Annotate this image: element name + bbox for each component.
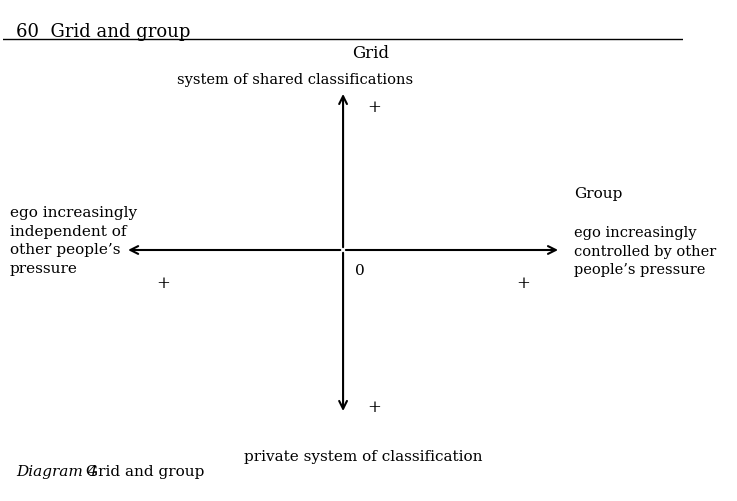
- Text: system of shared classifications: system of shared classifications: [178, 73, 413, 87]
- Text: 0: 0: [355, 264, 365, 278]
- Text: Group: Group: [574, 187, 623, 201]
- Text: private system of classification: private system of classification: [244, 449, 483, 462]
- Text: Grid and group: Grid and group: [81, 464, 204, 478]
- Text: 60  Grid and group: 60 Grid and group: [16, 23, 191, 41]
- Text: +: +: [367, 98, 380, 115]
- Text: Grid: Grid: [352, 45, 389, 62]
- Text: ego increasingly
controlled by other
people’s pressure: ego increasingly controlled by other peo…: [574, 226, 716, 277]
- Text: +: +: [367, 398, 380, 415]
- Text: +: +: [517, 274, 531, 291]
- Text: +: +: [156, 274, 170, 291]
- Text: ego increasingly
independent of
other people’s
pressure: ego increasingly independent of other pe…: [10, 206, 136, 275]
- Text: Diagram 4: Diagram 4: [16, 464, 98, 478]
